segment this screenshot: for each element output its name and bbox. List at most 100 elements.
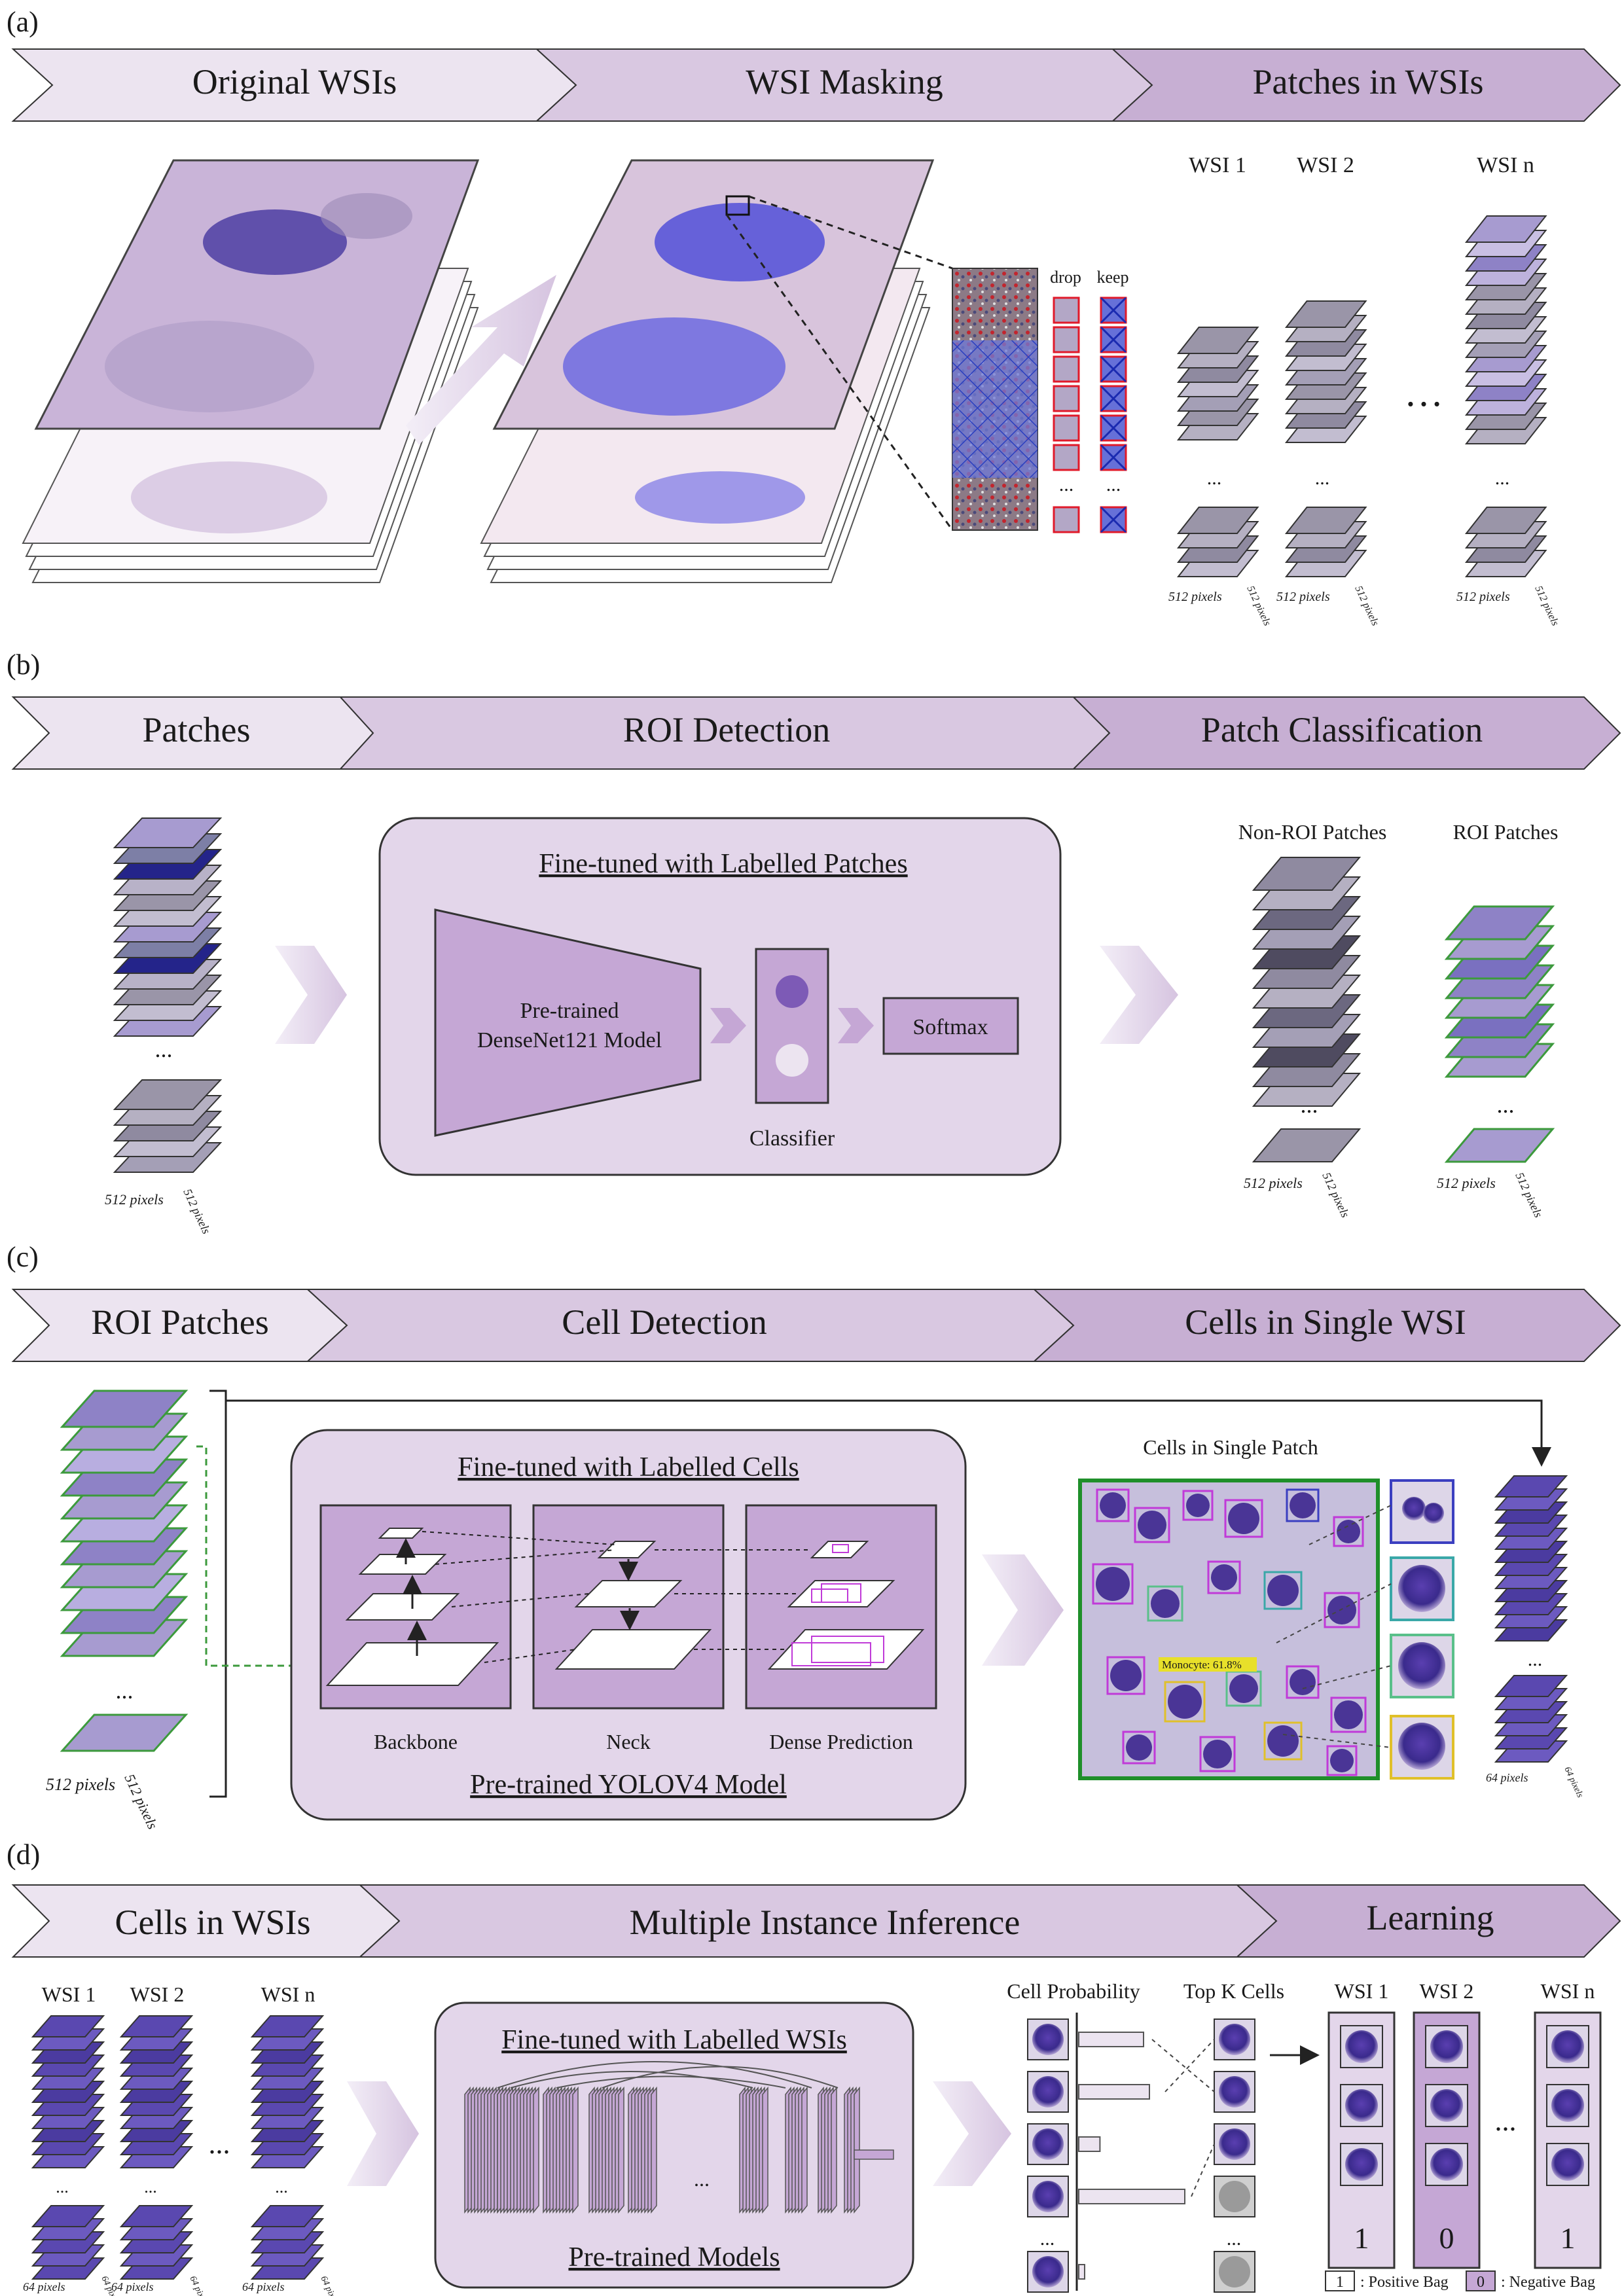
wsi-2-label-a: WSI 2 [1297,153,1354,177]
bag-cell-nucleus [1430,2089,1463,2122]
keep-label: keep [1096,268,1128,287]
pixel-label-side: 512 pixels [1352,584,1380,628]
green-connector [196,1445,361,1676]
detected-cell [1138,1511,1166,1539]
pixel-label: 64 pixels [111,2280,154,2293]
wsi-2-label-d: WSI 2 [130,1982,185,2006]
detected-cell [1168,1685,1202,1719]
detected-cell [1126,1734,1152,1761]
topk-cell-nucleus [1219,2128,1250,2160]
net-ellipsis: ... [694,2167,710,2191]
bag-cell-nucleus [1430,2148,1463,2181]
masked-wsi-stack [480,159,954,583]
pixel-label-side: 512 pixels [1244,584,1272,628]
detection-box [1134,1507,1170,1543]
non-roi-patch [1252,857,1362,891]
classifier-node-inactive [776,1044,808,1077]
detected-cell [1228,1503,1259,1534]
detection-box [1199,1736,1236,1772]
pixel-label-side: 512 pixels [1513,1170,1545,1219]
detection-box [1092,1563,1134,1605]
net-layer [533,2086,539,2214]
pixel-label-side: 512 pixels [121,1772,161,1832]
stage-roi-detection: ROI Detection [623,710,830,749]
prob-bar [1078,2084,1150,2100]
skip-connection [497,2061,812,2089]
wsi-1-patch-bottom [1176,507,1259,534]
bag-label-2: 0 [1439,2221,1454,2255]
stage-roi-patches: ROI Patches [91,1302,268,1342]
bag-cell-nucleus [1345,2089,1378,2122]
selection-link [1164,2039,1215,2092]
net-layer [801,2086,808,2214]
detection-box [1333,1516,1364,1547]
stack-ellipsis: ... [1207,467,1222,489]
wsi-1-label-a: WSI 1 [1189,153,1246,177]
skip-connection [602,2066,839,2089]
prob-cell-nucleus [1032,2256,1064,2287]
roi-label-b: ROI Patches [1453,820,1559,844]
keep-ellipsis: ... [1106,474,1121,495]
input-patch [113,817,223,848]
pixel-label: 64 pixels [242,2280,285,2293]
flow-arrow-b1 [275,946,347,1044]
legend-negative-value: 0 [1477,2274,1485,2291]
topk-cell-nucleus [1219,2076,1250,2108]
pixel-label: 512 pixels [105,1191,164,1208]
net-layer [572,2086,579,2214]
wsi-1-label-bag: WSI 1 [1335,1979,1389,2003]
detection-box [1326,1745,1358,1776]
detection-patch: Monocyte: 61.8% [1078,1479,1380,1780]
detected-cell [1267,1725,1299,1757]
net-output [854,2149,894,2160]
roi-bracket [209,1390,227,1798]
connector-roi-to-cells [226,1399,1551,1467]
top-k-label: Top K Cells [1183,1979,1284,2003]
legend-positive-text: : Positive Bag [1360,2274,1449,2291]
pixel-label: 512 pixels [46,1775,115,1794]
detected-cell [1290,1669,1316,1695]
stage-patch-classification: Patch Classification [1201,710,1483,749]
detected-cell [1327,1596,1356,1624]
skip-connection [556,2075,786,2089]
softmax-label: Softmax [912,1015,988,1039]
arrow-classifier-softmax [838,1008,874,1043]
non-roi-label: Non-ROI Patches [1238,820,1387,844]
wsi-cell-plate [250,2015,325,2037]
stage-original-wsis: Original WSIs [192,62,397,101]
pixel-label: 512 pixels [1456,590,1510,604]
net-layer [831,2086,837,2214]
wsi-2-patch [1284,300,1367,328]
pixel-label: 64 pixels [23,2280,65,2293]
detection-box [1324,1592,1360,1628]
pixel-label: 512 pixels [1244,1175,1303,1191]
network-diagram [464,2061,894,2214]
flow-arrow-d1 [347,2081,419,2186]
stage-cells-in-wsis: Cells in WSIs [115,1903,310,1942]
flow-arrow-d2 [933,2081,1011,2186]
net-layer [651,2086,657,2214]
detection-box [1286,1665,1320,1699]
detected-cell [1100,1492,1126,1518]
panel-d: (d) Cells in WSIs Multiple Instance Infe… [7,1839,1621,2296]
skip-connection [510,2071,753,2089]
topk-cell-nucleus [1219,2024,1250,2055]
non-roi-ellipsis: ... [1301,1092,1318,1118]
detected-cell [1267,1575,1299,1606]
detected-cell [1229,1674,1258,1703]
stage-learning: Learning [1367,1898,1494,1937]
bag-label-n: 1 [1561,2221,1576,2255]
classifier-box [755,948,829,1104]
cells-single-patch-label: Cells in Single Patch [1143,1435,1318,1459]
panel-c: (c) ROI Patches Cell Detection Cells in … [7,1241,1621,1832]
panel-a-label: (a) [7,6,39,38]
net-layer [618,2086,624,2214]
topk-ellipsis: ... [1227,2228,1242,2250]
original-wsi-stack [22,159,480,583]
panel-a: (a) Original WSIs WSI Masking Patches in… [7,6,1621,628]
classifier-label: Classifier [749,1126,835,1151]
chevron-learning [1235,1884,1621,1958]
cell-probability-column [1027,2013,1255,2293]
stack-ellipsis: ... [1315,467,1330,489]
